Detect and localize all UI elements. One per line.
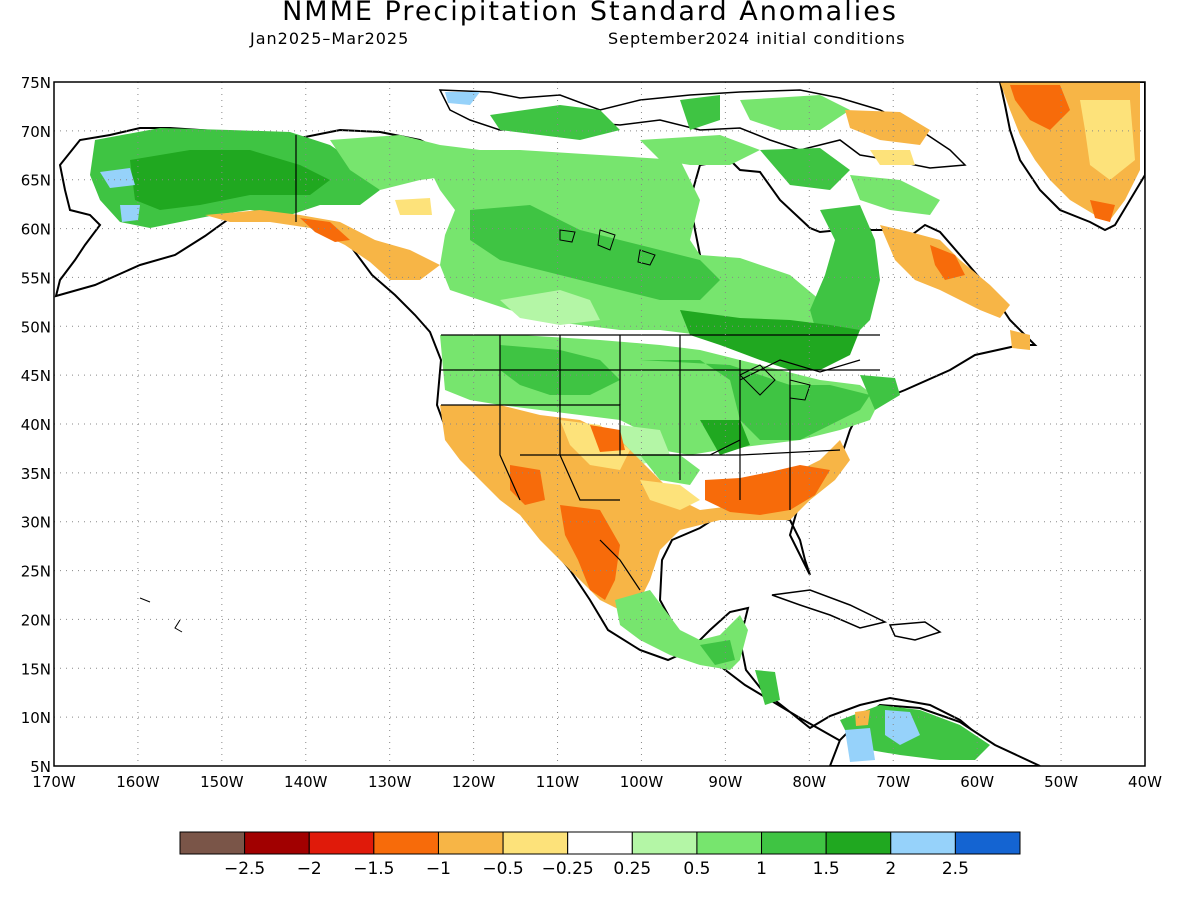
colorbar-label: 2 [885, 859, 896, 879]
lat-label: 45N [21, 367, 51, 385]
colorbar-swatch [825, 831, 892, 855]
colorbar-swatch [631, 831, 698, 855]
lat-label: 70N [21, 123, 51, 141]
lat-label: 60N [21, 221, 51, 239]
lat-label: 20N [21, 611, 51, 629]
colorbar-swatch [179, 831, 246, 855]
lat-label: 55N [21, 269, 51, 287]
colorbar-swatch [244, 831, 310, 855]
lon-label: 80W [792, 773, 826, 791]
colorbar-swatch [761, 831, 827, 855]
lat-label: 50N [21, 318, 51, 336]
colorbar-label: −2.5 [224, 859, 265, 879]
colorbar-label: −1 [426, 859, 451, 879]
cuba [771, 589, 888, 629]
colorbar-label: 2.5 [942, 859, 969, 879]
longitude-labels: 170W 160W 150W 140W 130W 120W 110W 100W 90W 80W 70… [32, 773, 1162, 791]
colorbar-label: 0.25 [613, 859, 651, 879]
lat-label: 40N [21, 416, 51, 434]
colorbar-swatch [567, 831, 633, 855]
lon-label: 110W [536, 773, 580, 791]
colorbar-label: −2 [297, 859, 322, 879]
lake-outlines [139, 229, 811, 633]
colorbar-swatch [696, 831, 763, 855]
lon-label: 120W [452, 773, 496, 791]
colorbar-label: 1 [756, 859, 767, 879]
lon-label: 150W [200, 773, 244, 791]
lon-label: 140W [284, 773, 328, 791]
colorbar-swatch [502, 831, 569, 855]
initial-conditions: September2024 initial conditions [608, 29, 906, 48]
gridlines [54, 82, 1145, 766]
lat-label: 35N [21, 465, 51, 483]
lat-label: 15N [21, 660, 51, 678]
lon-label: 100W [620, 773, 664, 791]
lon-label: 160W [116, 773, 160, 791]
colorbar-label: 0.5 [683, 859, 710, 879]
lat-label: 30N [21, 514, 51, 532]
colorbar-label: −0.25 [542, 859, 594, 879]
colorbar-swatch [890, 831, 956, 855]
map-plot-area [54, 82, 1145, 766]
latitude-labels: 75N 70N 65N 60N 55N 50N 45N 40N 35N 30N 25N 20N 15N 1… [21, 74, 51, 776]
colorbar-swatch [954, 831, 1021, 855]
lon-label: 90W [708, 773, 742, 791]
colorbar: −2.5 −2 −1.5 −1 −0.5 −0.25 0.25 0.5 1 1.5 2 2.5 [179, 831, 1021, 879]
colorbar-swatch [437, 831, 504, 855]
colorbar-label: 1.5 [813, 859, 840, 879]
colorbar-label: −1.5 [353, 859, 394, 879]
lat-label: 5N [30, 758, 51, 776]
anomaly-shading [90, 82, 1140, 762]
lon-label: 50W [1044, 773, 1078, 791]
colorbar-swatch [308, 831, 375, 855]
lon-label: 60W [960, 773, 994, 791]
lon-label: 170W [32, 773, 76, 791]
boundary-lines [295, 135, 880, 591]
map-frame [53, 81, 1146, 767]
map-title: NMME Precipitation Standard Anomalies [282, 0, 898, 27]
lon-label: 70W [876, 773, 910, 791]
lat-label: 25N [21, 563, 51, 581]
forecast-period: Jan2025–Mar2025 [250, 29, 410, 48]
lon-label: 40W [1128, 773, 1162, 791]
colorbar-swatch [373, 831, 439, 855]
hispaniola [888, 621, 942, 641]
lat-label: 75N [21, 74, 51, 92]
lat-label: 10N [21, 709, 51, 727]
lat-label: 65N [21, 172, 51, 190]
colorbar-label: −0.5 [482, 859, 523, 879]
lon-label: 130W [368, 773, 412, 791]
